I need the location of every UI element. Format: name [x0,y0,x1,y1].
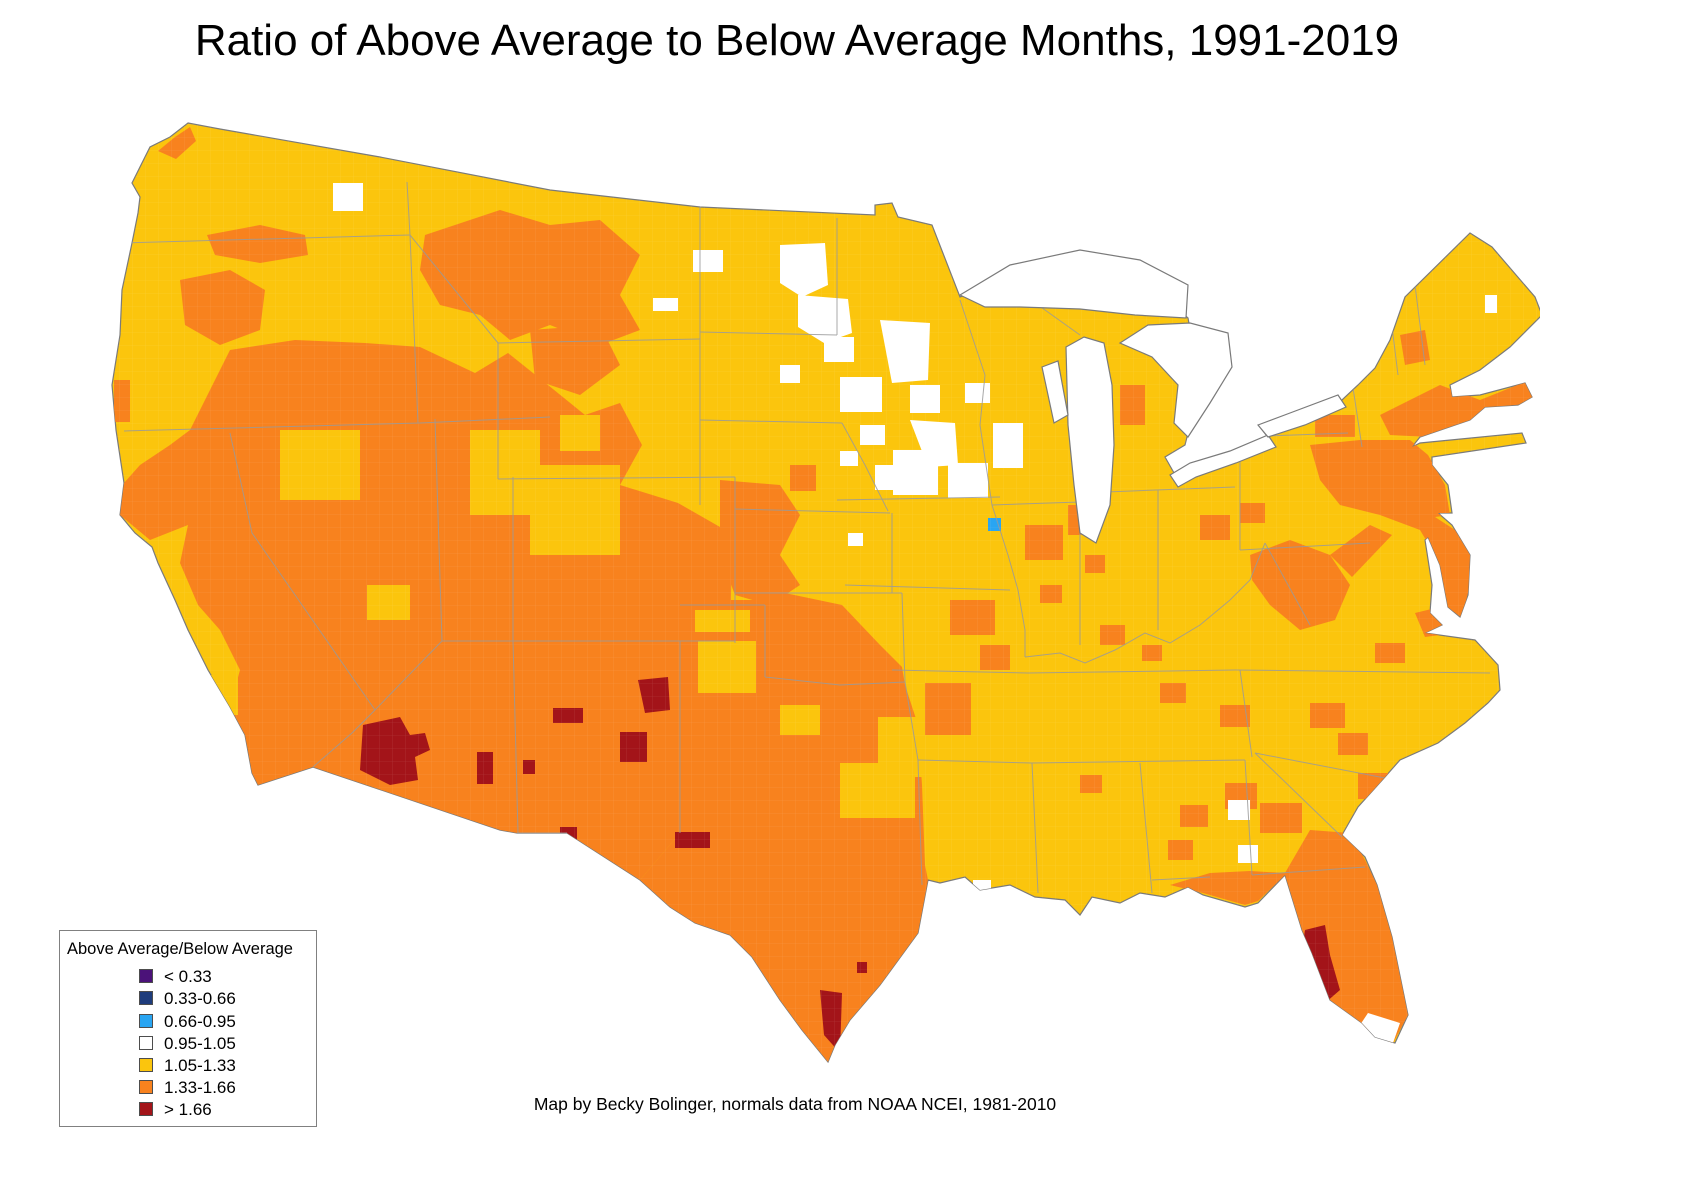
us-map-svg [111,122,1540,1064]
legend-chip-purple [139,969,153,983]
lake-ontario [1256,394,1347,438]
legend-item: 0.95-1.05 [60,1034,316,1054]
legend-item: 1.05-1.33 [60,1056,316,1076]
lake-michigan [1065,336,1115,544]
legend-chip-white [139,1036,153,1050]
lake-erie [1169,434,1277,488]
legend-label: < 0.33 [164,967,212,986]
lake-superior [958,249,1189,319]
legend-label: > 1.66 [164,1100,212,1119]
legend-chip-darkblue [139,991,153,1005]
legend-chip-darkred [139,1102,153,1116]
legend-label: 0.66-0.95 [164,1012,236,1031]
us-map [80,85,1540,1085]
legend-item: < 0.33 [60,967,316,987]
legend-title: Above Average/Below Average [67,940,293,958]
legend-label: 1.05-1.33 [164,1056,236,1075]
legend-label: 0.95-1.05 [164,1034,236,1053]
legend-box: Above Average/Below Average < 0.33 0.33-… [59,930,317,1127]
great-lakes [958,249,1347,544]
map-caption: Map by Becky Bolinger, normals data from… [533,1094,1057,1114]
legend-label: 1.33-1.66 [164,1078,236,1097]
legend-item: 0.33-0.66 [60,989,316,1009]
map-title: Ratio of Above Average to Below Average … [194,16,1400,65]
legend-item: 1.33-1.66 [60,1078,316,1098]
lake-huron [1118,322,1233,438]
legend-chip-orange [139,1080,153,1094]
green-bay [1041,360,1069,424]
legend-label: 0.33-0.66 [164,989,236,1008]
state-boundaries [121,181,1491,894]
legend-item: > 1.66 [60,1100,316,1120]
legend-chip-lightblue [139,1014,153,1028]
legend-item: 0.66-0.95 [60,1012,316,1032]
legend-chip-yellow [139,1058,153,1072]
